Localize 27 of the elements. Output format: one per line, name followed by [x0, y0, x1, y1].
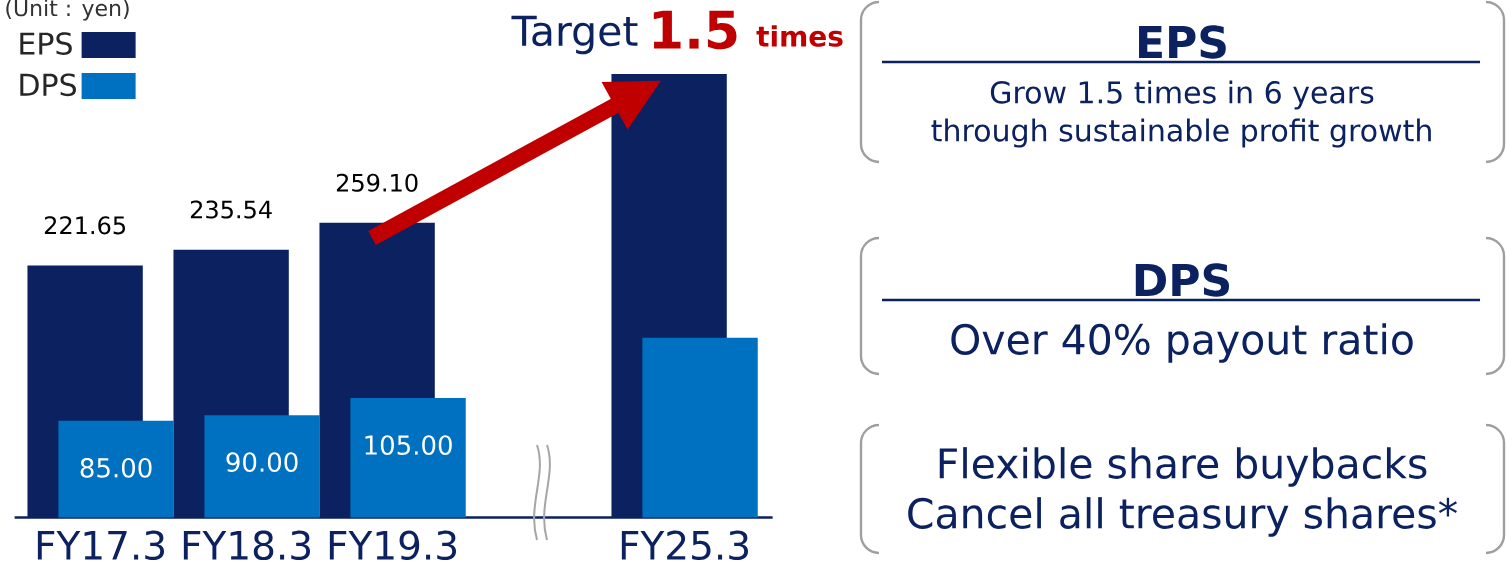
data-label: 235.54 [190, 200, 272, 219]
text: through sustainable profit growth [931, 118, 1431, 148]
data-label: 221.65 [44, 216, 126, 235]
data-label: 259.10 [336, 173, 418, 192]
text: (Unit : yen) [6, 0, 129, 21]
text: 1.5 [653, 10, 737, 50]
text: Cancel all treasury shares* [908, 497, 1457, 537]
bar [350, 398, 466, 518]
legend-label: DPS [20, 73, 76, 97]
x-tick-label: FY25.3 [621, 530, 748, 561]
text: Target [511, 15, 638, 55]
text: times [756, 25, 843, 47]
text: Flexible share buybacks [939, 447, 1427, 487]
x-tick-label: FY18.3 [183, 530, 311, 561]
data-label: 90.00 [226, 452, 298, 473]
text: EPS [1139, 25, 1226, 59]
bar [58, 420, 174, 518]
bar [642, 337, 758, 518]
text: Grow 1.5 times in 6 years [990, 80, 1374, 110]
data-label: 105.00 [365, 435, 452, 455]
x-tick-label: FY17.3 [37, 530, 165, 561]
data-label: 85.00 [80, 458, 152, 478]
bar [204, 415, 320, 518]
x-tick-label: FY19.3 [329, 530, 457, 561]
text: Over 40% payout ratio [951, 323, 1413, 363]
text: DPS [1135, 263, 1230, 297]
legend-label: EPS [20, 32, 72, 55]
